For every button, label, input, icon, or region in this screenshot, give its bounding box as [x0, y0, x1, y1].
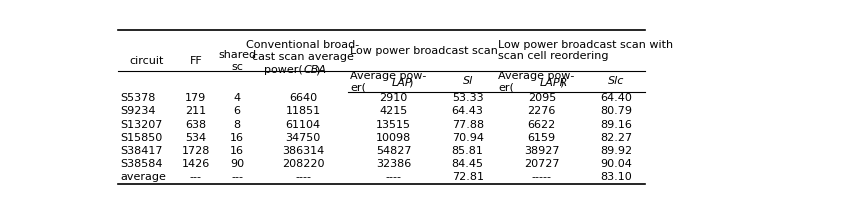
Text: 6: 6 — [233, 106, 241, 116]
Text: S38584: S38584 — [120, 159, 162, 169]
Text: 83.10: 83.10 — [600, 172, 632, 182]
Text: 16: 16 — [230, 146, 244, 156]
Text: 2095: 2095 — [528, 93, 556, 103]
Text: 61104: 61104 — [286, 120, 321, 130]
Text: 638: 638 — [185, 120, 206, 130]
Text: 32386: 32386 — [376, 159, 411, 169]
Text: ): ) — [408, 78, 412, 88]
Text: 85.81: 85.81 — [452, 146, 484, 156]
Text: 34750: 34750 — [285, 133, 321, 143]
Text: 386314: 386314 — [282, 146, 324, 156]
Text: Slc: Slc — [607, 76, 624, 86]
Text: 89.92: 89.92 — [600, 146, 632, 156]
Text: ): ) — [559, 78, 563, 88]
Text: LAP: LAP — [392, 78, 412, 88]
Text: Low power broadcast scan with
scan cell reordering: Low power broadcast scan with scan cell … — [498, 40, 673, 61]
Text: 70.94: 70.94 — [452, 133, 484, 143]
Text: 8: 8 — [233, 120, 241, 130]
Text: S15850: S15850 — [120, 133, 162, 143]
Text: 64.43: 64.43 — [452, 106, 484, 116]
Text: 53.33: 53.33 — [452, 93, 483, 103]
Text: ----: ---- — [295, 172, 311, 182]
Text: 10098: 10098 — [376, 133, 411, 143]
Text: 13515: 13515 — [376, 120, 411, 130]
Text: 179: 179 — [185, 93, 206, 103]
Text: S38417: S38417 — [120, 146, 162, 156]
Text: 1426: 1426 — [182, 159, 210, 169]
Text: Low power broadcast scan: Low power broadcast scan — [350, 46, 498, 56]
Text: 11851: 11851 — [286, 106, 321, 116]
Text: 4: 4 — [233, 93, 241, 103]
Text: 89.16: 89.16 — [600, 120, 632, 130]
Text: Sl: Sl — [463, 76, 473, 86]
Text: 82.27: 82.27 — [600, 133, 632, 143]
Text: CBA: CBA — [303, 65, 326, 75]
Text: 534: 534 — [185, 133, 206, 143]
Text: 80.79: 80.79 — [600, 106, 632, 116]
Text: S9234: S9234 — [120, 106, 156, 116]
Text: 2910: 2910 — [380, 93, 408, 103]
Text: 90: 90 — [230, 159, 244, 169]
Text: ----: ---- — [386, 172, 402, 182]
Text: ): ) — [315, 65, 319, 75]
Text: ---: --- — [190, 172, 202, 182]
Text: 84.45: 84.45 — [452, 159, 484, 169]
Text: average: average — [120, 172, 166, 182]
Text: S13207: S13207 — [120, 120, 162, 130]
Text: 38927: 38927 — [524, 146, 559, 156]
Text: 77.88: 77.88 — [452, 120, 484, 130]
Text: 20727: 20727 — [524, 159, 559, 169]
Text: shared
sc: shared sc — [218, 50, 256, 72]
Text: -----: ----- — [532, 172, 552, 182]
Text: 6622: 6622 — [528, 120, 556, 130]
Text: FF: FF — [190, 56, 202, 66]
Text: 208220: 208220 — [282, 159, 324, 169]
Text: 1728: 1728 — [182, 146, 210, 156]
Text: 2276: 2276 — [528, 106, 556, 116]
Text: 4215: 4215 — [380, 106, 408, 116]
Text: 90.04: 90.04 — [600, 159, 632, 169]
Text: 6159: 6159 — [528, 133, 556, 143]
Text: Average pow-
er(: Average pow- er( — [350, 71, 426, 92]
Text: circuit: circuit — [129, 56, 163, 66]
Text: LAPR: LAPR — [540, 78, 569, 88]
Text: 211: 211 — [185, 106, 206, 116]
Text: ---: --- — [231, 172, 243, 182]
Text: Average pow-
er(: Average pow- er( — [498, 71, 575, 92]
Text: 64.40: 64.40 — [600, 93, 632, 103]
Text: Conventional broad-
cast scan average: Conventional broad- cast scan average — [246, 40, 360, 62]
Text: power(: power( — [264, 65, 303, 75]
Text: 16: 16 — [230, 133, 244, 143]
Text: 72.81: 72.81 — [452, 172, 484, 182]
Text: 54827: 54827 — [376, 146, 411, 156]
Text: 6640: 6640 — [289, 93, 317, 103]
Text: S5378: S5378 — [120, 93, 156, 103]
